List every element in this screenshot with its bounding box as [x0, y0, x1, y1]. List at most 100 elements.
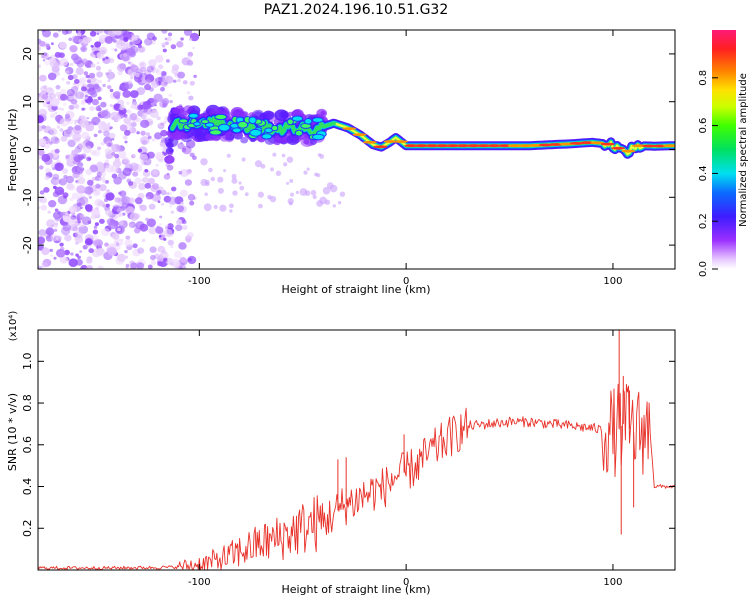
noise-blob — [68, 104, 75, 110]
noise-blob — [53, 185, 57, 190]
noise-blob — [172, 79, 177, 83]
noise-blob — [100, 121, 107, 127]
noise-blob — [151, 70, 155, 73]
noise-blob — [129, 90, 139, 99]
noise-blob — [69, 45, 78, 53]
noise-blob — [53, 228, 58, 232]
noise-blob — [62, 192, 69, 198]
noise-blob — [91, 98, 99, 106]
emission-halo — [231, 173, 237, 179]
noise-blob — [52, 191, 60, 198]
noise-blob — [38, 126, 42, 132]
noise-blob — [112, 233, 120, 240]
noise-blob — [69, 224, 78, 232]
noise-blob — [157, 261, 163, 267]
noise-blob — [70, 86, 79, 93]
noise-blob — [140, 66, 147, 73]
colorbar-tick-label: 0.8 — [698, 70, 709, 86]
ridge-hotspot — [600, 142, 615, 146]
noise-blob — [75, 180, 79, 183]
emission-halo — [287, 198, 294, 205]
noise-blob — [102, 179, 106, 183]
noise-blob — [140, 62, 145, 67]
noise-blob — [39, 165, 44, 170]
noise-blob — [127, 197, 135, 204]
noise-blob — [128, 50, 136, 58]
noise-blob — [96, 61, 100, 65]
noise-blob — [102, 83, 106, 88]
noise-blob — [55, 91, 62, 97]
noise-blob — [93, 225, 98, 229]
noise-blob — [176, 219, 183, 226]
noise-blob — [145, 132, 151, 137]
noise-blob — [105, 72, 109, 76]
noise-blob — [134, 213, 141, 219]
noise-blob — [177, 142, 185, 150]
noise-blob — [54, 162, 64, 172]
noise-blob — [107, 122, 111, 125]
noise-blob — [145, 79, 151, 85]
emission-halo — [332, 204, 336, 208]
emission-halo — [316, 108, 328, 118]
emission-halo — [226, 153, 231, 158]
noise-blob — [39, 74, 47, 82]
noise-blob — [132, 98, 136, 103]
noise-blob — [109, 88, 114, 93]
noise-blob — [171, 186, 177, 192]
noise-blob — [87, 75, 91, 78]
emission-spot — [304, 118, 313, 125]
noise-blob — [129, 42, 136, 49]
emission-halo — [205, 182, 210, 187]
emission-halo — [213, 204, 218, 210]
noise-blob — [68, 206, 77, 214]
emission-halo — [272, 152, 277, 157]
noise-blob — [149, 246, 157, 253]
noise-blob — [185, 237, 191, 243]
colorbar-tick-label: 0.6 — [698, 118, 709, 134]
emission-halo — [337, 201, 342, 205]
noise-blob — [117, 150, 127, 159]
emission-halo — [339, 191, 346, 197]
noise-blob — [155, 164, 159, 167]
noise-blob — [56, 163, 61, 167]
y-tick-label: 0.8 — [21, 394, 34, 412]
noise-blob — [68, 184, 76, 191]
noise-blob — [106, 71, 116, 80]
noise-blob — [148, 203, 156, 210]
noise-blob — [158, 234, 162, 238]
colorbar-tick-label: 0.4 — [698, 165, 709, 181]
noise-blob — [149, 109, 159, 118]
noise-blob — [141, 112, 148, 118]
noise-blob — [86, 258, 93, 264]
emission-halo — [204, 192, 208, 196]
noise-blob — [135, 73, 140, 78]
noise-blob — [138, 61, 147, 69]
noise-blob — [160, 129, 168, 137]
noise-blob — [126, 101, 130, 105]
noise-blob — [183, 30, 193, 36]
noise-blob — [104, 159, 110, 164]
noise-blob — [77, 30, 81, 33]
noise-blob — [129, 122, 136, 128]
noise-blob — [122, 212, 126, 216]
emission-spot — [249, 128, 262, 137]
noise-blob — [44, 61, 50, 66]
noise-blob — [74, 104, 80, 109]
noise-blob — [146, 196, 150, 200]
noise-blob — [92, 229, 99, 235]
noise-blob — [62, 30, 69, 35]
noise-blob — [123, 117, 131, 125]
noise-blob — [39, 190, 45, 195]
emission-halo — [200, 158, 208, 166]
noise-blob — [178, 242, 187, 250]
emission-halo — [244, 192, 249, 197]
noise-blob — [162, 75, 170, 82]
noise-blob — [122, 90, 131, 98]
emission-halo — [290, 192, 294, 197]
noise-blob — [96, 247, 105, 256]
x-tick-label: 100 — [603, 276, 622, 287]
noise-blob — [64, 249, 70, 255]
noise-blob — [142, 176, 149, 184]
emission-halo — [164, 155, 175, 164]
noise-blob — [68, 92, 78, 101]
